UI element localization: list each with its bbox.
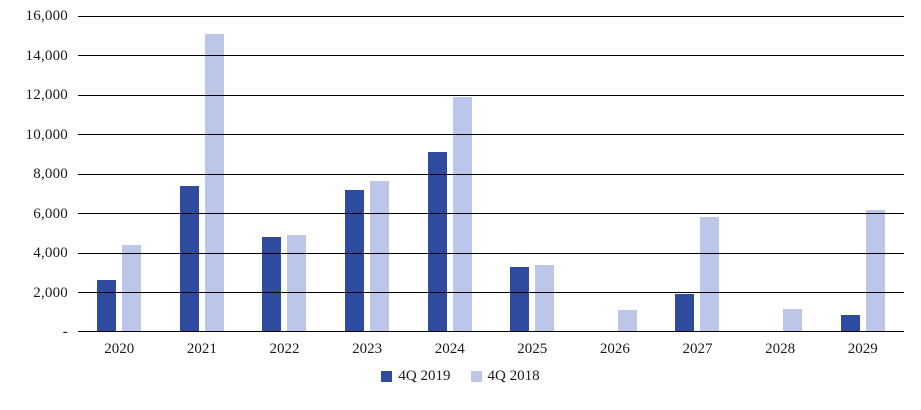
y-tick-label: 6,000 bbox=[33, 205, 68, 222]
legend: 4Q 2019 4Q 2018 bbox=[0, 368, 921, 385]
y-tick-label: 8,000 bbox=[33, 166, 68, 182]
bar-4q-2019-2020 bbox=[97, 280, 117, 332]
bar-group-2023 bbox=[326, 16, 409, 332]
bar-4q-2018-2027 bbox=[700, 217, 720, 332]
gridline bbox=[78, 94, 904, 96]
gridline bbox=[78, 55, 904, 56]
y-tick-label: 14,000 bbox=[25, 47, 68, 64]
legend-swatch-icon bbox=[381, 371, 393, 382]
bar-4q-2019-2027 bbox=[675, 294, 695, 332]
bar-4q-2019-2029 bbox=[840, 315, 860, 332]
legend-item-4q-2018: 4Q 2018 bbox=[470, 368, 540, 385]
bar-group-2026 bbox=[574, 16, 657, 332]
bar-4q-2018-2025 bbox=[535, 265, 555, 332]
bar-4q-2018-2020 bbox=[122, 245, 142, 332]
bar-4q-2019-2025 bbox=[510, 267, 530, 332]
bar-group-2025 bbox=[491, 16, 574, 332]
bar-4q-2018-2021 bbox=[204, 34, 224, 332]
y-tick-label: 4,000 bbox=[33, 245, 68, 261]
bar-groups bbox=[78, 16, 904, 332]
x-tick-label-2027: 2027 bbox=[682, 341, 713, 357]
x-tick-label-2020: 2020 bbox=[104, 341, 135, 357]
gridline bbox=[78, 173, 904, 175]
bar-group-2021 bbox=[161, 16, 244, 332]
bar-4q-2019-2024 bbox=[427, 152, 447, 332]
gridline bbox=[78, 292, 904, 293]
y-tick-label: 2,000 bbox=[33, 284, 68, 301]
bar-4q-2019-2022 bbox=[262, 237, 282, 332]
x-tick-label-2024: 2024 bbox=[434, 341, 465, 357]
x-tick-label-2026: 2026 bbox=[599, 341, 630, 357]
bar-group-2024 bbox=[408, 16, 491, 332]
bar-group-2022 bbox=[243, 16, 326, 332]
gridline bbox=[78, 252, 904, 254]
bar-4q-2018-2029 bbox=[865, 210, 885, 332]
bar-4q-2019-2021 bbox=[179, 186, 199, 332]
legend-swatch-icon bbox=[470, 371, 482, 382]
bar-4q-2018-2026 bbox=[617, 310, 637, 332]
x-axis-line bbox=[78, 330, 904, 332]
x-tick-label-2023: 2023 bbox=[352, 341, 383, 357]
x-tick-label-2022: 2022 bbox=[269, 341, 300, 357]
bar-group-2027 bbox=[656, 16, 739, 332]
x-tick-label-2029: 2029 bbox=[847, 341, 878, 357]
bar-4q-2018-2022 bbox=[287, 235, 307, 332]
gridline bbox=[78, 213, 904, 214]
y-tick-label: 16,000 bbox=[25, 8, 68, 24]
bar-group-2020 bbox=[78, 16, 161, 332]
bar-4q-2018-2028 bbox=[783, 309, 803, 332]
bar-group-2028 bbox=[739, 16, 822, 332]
legend-item-4q-2019: 4Q 2019 bbox=[381, 368, 451, 385]
bar-group-2029 bbox=[821, 16, 904, 332]
bar-4q-2018-2023 bbox=[370, 181, 390, 332]
legend-label: 4Q 2019 bbox=[398, 368, 451, 384]
y-tick-label: - bbox=[62, 324, 68, 340]
x-tick-label-2021: 2021 bbox=[186, 341, 217, 357]
y-tick-label: 10,000 bbox=[25, 126, 68, 143]
bar-4q-2019-2023 bbox=[345, 190, 365, 332]
legend-label: 4Q 2018 bbox=[487, 368, 540, 384]
y-tick-label: 12,000 bbox=[25, 87, 68, 103]
x-tick-label-2028: 2028 bbox=[765, 341, 796, 357]
plot-area bbox=[78, 15, 904, 332]
gridline bbox=[78, 15, 904, 17]
bar-4q-2018-2024 bbox=[452, 97, 472, 332]
x-tick-label-2025: 2025 bbox=[517, 341, 548, 357]
gridline bbox=[78, 134, 904, 135]
